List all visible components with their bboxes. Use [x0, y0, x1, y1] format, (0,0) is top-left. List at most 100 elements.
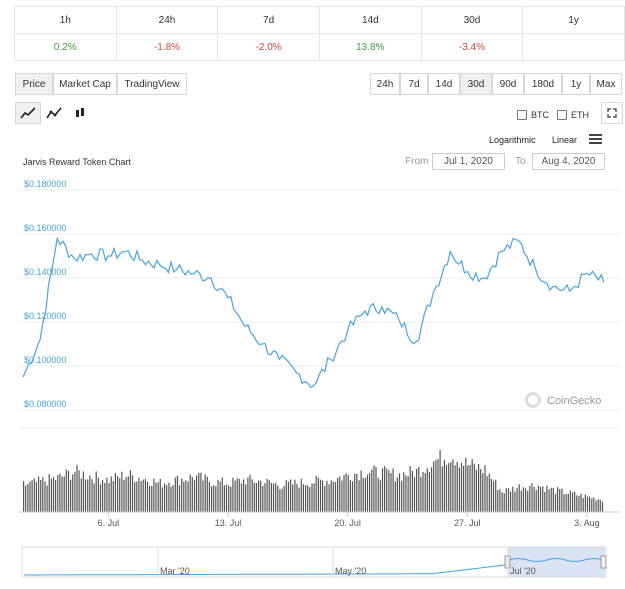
compare-eth-label: ETH — [571, 110, 589, 120]
volume-bar — [411, 470, 413, 512]
volume-bar — [131, 475, 134, 512]
coingecko-logo-icon: CoinGecko — [525, 392, 601, 408]
volume-bar — [155, 482, 157, 512]
volume-bar — [520, 490, 522, 512]
price-line — [22, 236, 605, 389]
y-tick-label: $0.100000 — [24, 355, 67, 365]
volume-bar — [514, 491, 516, 512]
volume-bar — [283, 485, 285, 512]
range-7d[interactable]: 7d — [400, 73, 428, 95]
volume-bar — [390, 473, 392, 512]
line-chart-icon[interactable] — [15, 102, 41, 124]
volume-bar — [445, 465, 448, 512]
volume-bar — [405, 475, 407, 512]
tab-price[interactable]: Price — [15, 73, 53, 95]
range-24h[interactable]: 24h — [370, 73, 400, 95]
navigator[interactable]: Mar '20 May '20 Jul '20 — [21, 546, 607, 578]
range-180d[interactable]: 180d — [524, 73, 562, 95]
volume-bar — [164, 483, 166, 512]
navigator-selection[interactable] — [508, 547, 605, 577]
volume-bar — [589, 496, 591, 512]
volume-bar — [161, 487, 163, 512]
range-90d[interactable]: 90d — [492, 73, 524, 95]
from-date-input[interactable]: Jul 1, 2020 — [432, 153, 505, 170]
scale-linear[interactable]: Linear — [552, 135, 578, 145]
volume-bar — [159, 479, 161, 512]
volume-bar — [253, 482, 255, 512]
volume-bar — [187, 481, 189, 512]
volume-bar — [413, 477, 416, 512]
perf-header-30d: 30d — [420, 6, 524, 34]
volume-bar — [272, 483, 275, 512]
tab-tradingview[interactable]: TradingView — [117, 73, 187, 95]
volume-bar — [93, 483, 95, 512]
checkbox-icon — [557, 110, 567, 120]
volume-bar — [95, 471, 97, 512]
volume-bar — [535, 489, 537, 512]
compare-btc-checkbox[interactable]: BTC — [517, 110, 549, 120]
scale-logarithmic[interactable]: Logarithmic — [489, 135, 536, 145]
navigator-right-handle[interactable] — [600, 555, 607, 569]
volume-bar — [65, 469, 67, 512]
volume-bar — [561, 488, 563, 512]
volume-bar — [386, 468, 388, 512]
range-1y[interactable]: 1y — [562, 73, 590, 95]
volume-bar — [443, 460, 445, 512]
volume-bar — [309, 487, 311, 512]
volume-bar — [300, 478, 302, 512]
candlestick-icon[interactable] — [67, 102, 93, 124]
volume-bar — [369, 473, 371, 512]
volume-bar — [516, 487, 518, 512]
volume-bar — [407, 476, 409, 512]
volume-bar — [351, 481, 354, 512]
volume-bar — [238, 478, 240, 512]
volume-bar — [373, 465, 375, 512]
volume-bar — [362, 478, 364, 512]
y-tick-label: $0.140000 — [24, 267, 67, 277]
volume-bar — [258, 480, 260, 512]
volume-bar — [319, 479, 322, 512]
range-14d[interactable]: 14d — [428, 73, 460, 95]
volume-bar — [89, 475, 91, 512]
range-30d[interactable]: 30d — [460, 73, 492, 95]
volume-bar — [450, 462, 452, 512]
smooth-line-icon[interactable] — [41, 102, 67, 124]
volume-bar — [196, 475, 198, 512]
volume-bar — [48, 474, 50, 512]
y-tick-label: $0.160000 — [24, 223, 67, 233]
volume-bar — [550, 487, 552, 512]
perf-value-1h: 0.2% — [14, 33, 117, 61]
volume-bar — [247, 477, 249, 512]
tab-market-cap[interactable]: Market Cap — [53, 73, 117, 95]
volume-bar — [57, 475, 59, 512]
volume-bar — [114, 472, 116, 512]
volume-bar — [249, 474, 251, 512]
volume-bar — [505, 488, 507, 512]
volume-bar — [330, 480, 332, 512]
to-date-input[interactable]: Aug 4, 2020 — [532, 153, 605, 170]
range-max[interactable]: Max — [590, 73, 622, 95]
volume-bar — [546, 485, 548, 512]
volume-bar — [552, 487, 554, 512]
volume-bar — [204, 474, 206, 512]
volume-bar — [539, 486, 542, 512]
menu-icon[interactable] — [589, 134, 602, 147]
volume-bar — [127, 476, 129, 512]
volume-bar — [518, 484, 520, 512]
volume-bar — [153, 478, 155, 512]
volume-bar — [499, 489, 501, 512]
volume-bar — [305, 485, 307, 512]
volume-bar — [292, 484, 294, 512]
volume-bar — [396, 477, 398, 512]
volume-bar — [463, 465, 465, 512]
volume-bar — [97, 477, 99, 512]
volume-bar — [548, 489, 550, 512]
perf-value-1y — [522, 33, 625, 61]
volume-bar — [586, 496, 589, 512]
volume-bar — [123, 480, 125, 512]
y-tick-label: $0.080000 — [24, 399, 67, 409]
expand-icon[interactable] — [601, 102, 623, 124]
compare-eth-checkbox[interactable]: ETH — [557, 110, 589, 120]
volume-bar — [559, 489, 561, 512]
